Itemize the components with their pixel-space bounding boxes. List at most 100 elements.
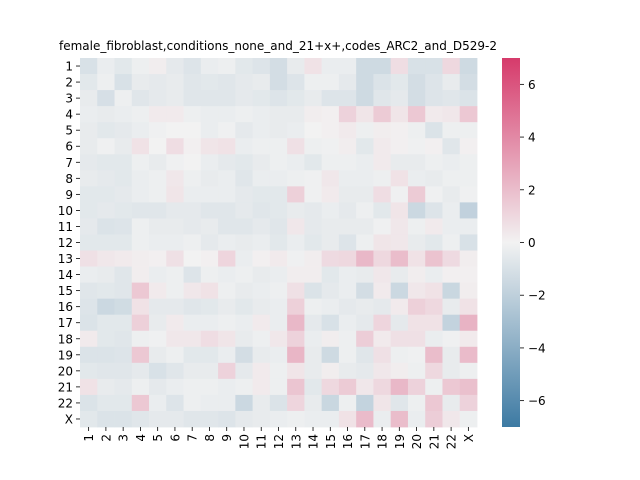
heatmap-cell [390,314,409,332]
y-tick-label: 22 [58,396,73,410]
heatmap-cell [269,58,288,75]
heatmap-cell [131,58,150,75]
heatmap-cell [287,378,305,396]
heatmap-cell [166,90,184,107]
heatmap-cell [356,90,374,107]
heatmap-cell [425,90,443,107]
heatmap-cell [114,282,133,300]
heatmap-cell [235,266,254,284]
heatmap-cell [218,90,236,107]
heatmap-cell [407,298,426,316]
heatmap-cell [304,106,323,123]
heatmap-cell [166,266,184,284]
heatmap-cell [304,170,323,187]
heatmap-cell [321,138,340,155]
heatmap-cell [131,74,150,91]
heatmap-cell [459,170,478,187]
heatmap-cell [218,58,236,75]
heatmap-cell [114,266,133,284]
heatmap-cell [235,346,254,364]
heatmap-cell [252,106,271,123]
heatmap-cell [390,282,409,300]
heatmap-cell [131,90,150,107]
heatmap-cell [356,170,374,187]
heatmap-cell [390,378,409,396]
heatmap-cell [269,170,288,187]
heatmap-cell [356,282,374,300]
heatmap-cell [149,314,167,332]
heatmap-cell [80,218,98,235]
heatmap-cell [407,378,426,396]
heatmap-cell [269,186,288,203]
heatmap-cell [442,106,461,123]
heatmap-cell [80,394,98,412]
heatmap-cell [356,250,374,267]
heatmap-cell [149,362,167,380]
heatmap-cell [97,186,115,203]
heatmap-cell [304,410,323,428]
heatmap-cell [200,378,219,396]
heatmap-cell [356,186,374,203]
heatmap-cell [321,298,340,316]
heatmap-cell [252,282,271,300]
y-tick-label: 5 [65,124,73,138]
heatmap-cell [442,58,461,75]
heatmap-cell [218,154,236,171]
heatmap-cell [252,58,271,75]
heatmap-cell [390,362,409,380]
heatmap-cell [304,298,323,316]
heatmap-cell [97,250,115,267]
heatmap-cell [356,410,374,428]
heatmap-cell [183,298,202,316]
heatmap-cell [200,186,219,203]
heatmap-cell [114,330,133,348]
y-tick-label: 2 [65,76,73,90]
heatmap-cell [114,362,133,380]
heatmap-cell [269,250,288,267]
heatmap-cell [338,410,357,428]
heatmap-cell [166,154,184,171]
heatmap-cell [97,90,115,107]
heatmap-cell [287,74,305,91]
heatmap-cell [166,298,184,316]
heatmap-cell [269,330,288,348]
heatmap-cell [321,330,340,348]
x-axis-ticks: 1 2 3 4 5 6 7 8 9 10 11 12 13 14 15 16 17 18 19 20 21 22 X [82,427,476,449]
heatmap-cell [97,122,115,139]
heatmap-cell [407,218,426,235]
heatmap-cell [114,186,133,203]
heatmap-cell [114,58,133,75]
heatmap-cell [373,298,392,316]
heatmap-cell [459,378,478,396]
heatmap-cell [97,282,115,300]
heatmap-cell [80,314,98,332]
heatmap-cell [114,122,133,139]
heatmap-cell [166,394,184,412]
heatmap-cell [407,74,426,91]
heatmap-cell [459,362,478,380]
heatmap-cell [149,346,167,364]
heatmap-cell [459,266,478,284]
heatmap-cell [287,314,305,332]
x-tick-label: 13 [289,434,303,449]
heatmap-cell [373,282,392,300]
y-tick-label: 19 [58,348,73,362]
heatmap-cell [321,394,340,412]
heatmap-cell [149,234,167,251]
heatmap-cell [390,202,409,219]
colorbar-tick-label: 0 [528,236,536,250]
heatmap-cell [373,154,392,171]
heatmap-cell [252,90,271,107]
heatmap-cell [390,298,409,316]
heatmap-cell [252,186,271,203]
y-tick-label: 15 [58,284,73,298]
heatmap-cell [459,282,478,300]
heatmap-cell [321,218,340,235]
heatmap-cell [183,266,202,284]
heatmap-cell [287,266,305,284]
heatmap-cell [114,154,133,171]
x-tick-label: 4 [134,434,148,442]
heatmap-cell [114,74,133,91]
heatmap-cell [149,186,167,203]
heatmap-cell [269,394,288,412]
